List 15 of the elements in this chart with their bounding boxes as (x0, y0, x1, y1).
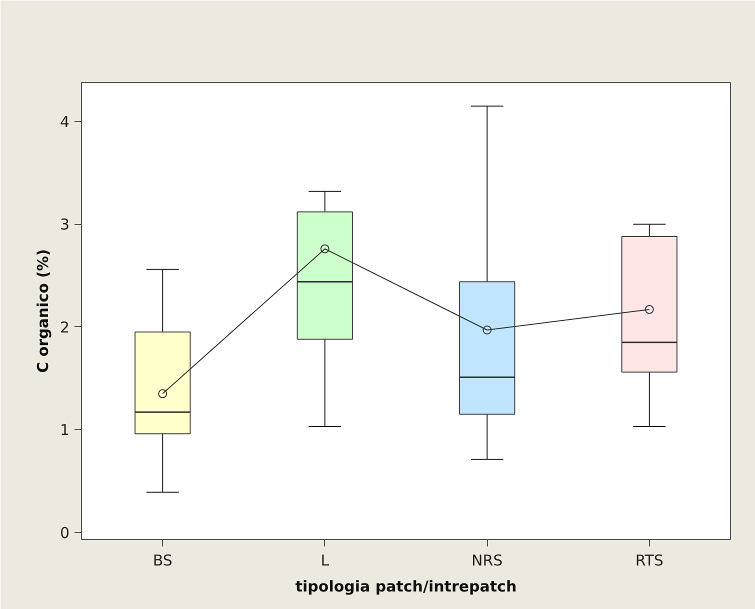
x-axis-title: tipologia patch/intrepatch (295, 578, 517, 596)
point (320, 244, 330, 254)
point (158, 389, 168, 398)
x-tick-label: L (320, 552, 330, 570)
x-tick-label: RTS (635, 552, 664, 570)
point (644, 304, 654, 314)
y-tick-label: 0 (60, 524, 70, 542)
y-tick-label: 4 (60, 113, 70, 132)
y-tick-label: 2 (60, 318, 70, 336)
x-tick-label: BS (152, 552, 172, 570)
y-tick-label: 1 (60, 421, 70, 440)
point (482, 326, 492, 334)
x-tick-label: NRS (472, 552, 503, 570)
y-tick-label: 3 (60, 216, 70, 234)
y-axis-title: C organico (%) (34, 249, 52, 373)
